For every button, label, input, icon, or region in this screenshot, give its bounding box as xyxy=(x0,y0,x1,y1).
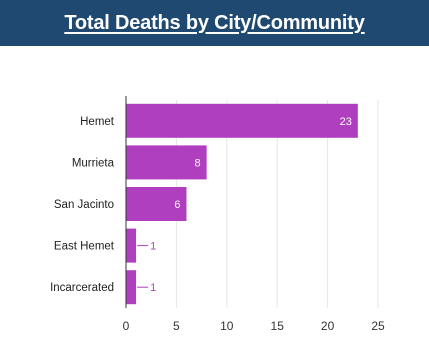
bar xyxy=(126,228,137,263)
bar xyxy=(126,103,358,138)
category-label: San Jacinto xyxy=(54,199,114,211)
category-label: Murrieta xyxy=(72,157,115,169)
x-tick-label: 25 xyxy=(371,319,385,333)
x-tick-label: 10 xyxy=(220,319,234,333)
chart-area: 23 8 6 1 1 Hemet Murrieta San Jacinto East Heme… xyxy=(0,46,429,336)
x-tick-label: 5 xyxy=(173,319,180,333)
x-tick-label: 15 xyxy=(271,319,285,333)
x-tick-label: 0 xyxy=(123,319,130,333)
x-tick-label: 20 xyxy=(321,319,335,333)
chart-title: Total Deaths by City/Community xyxy=(64,11,365,34)
chart-header: Total Deaths by City/Community xyxy=(0,0,429,46)
bar-chart: 23 8 6 1 1 Hemet Murrieta San Jacinto East Heme… xyxy=(50,96,385,333)
x-tick-labels: 0 5 10 15 20 25 xyxy=(123,319,385,333)
bar xyxy=(126,270,137,305)
category-label: Hemet xyxy=(80,116,115,128)
category-labels: Hemet Murrieta San Jacinto East Hemet Incarc… xyxy=(50,116,115,294)
data-label: 8 xyxy=(195,157,201,169)
bar xyxy=(126,145,207,180)
data-label: 23 xyxy=(340,116,352,128)
bars: 23 8 6 1 1 xyxy=(126,103,358,305)
category-label: Incarcerated xyxy=(50,282,114,294)
bar xyxy=(126,187,187,221)
category-label: East Hemet xyxy=(54,241,115,253)
data-label: 1 xyxy=(150,282,156,294)
data-label: 6 xyxy=(174,199,180,211)
data-label: 1 xyxy=(150,241,156,253)
